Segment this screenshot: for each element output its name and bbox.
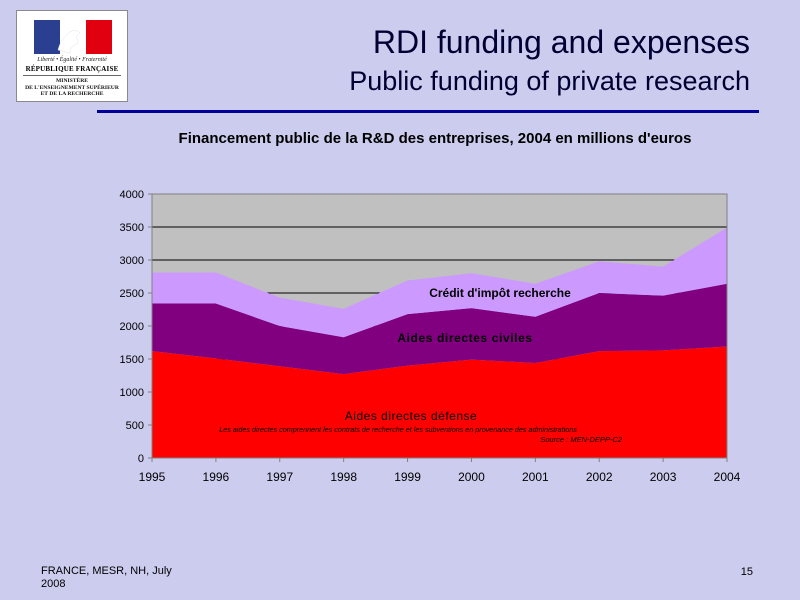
ministry-line-1: MINISTÈRE — [55, 78, 89, 84]
logo-ministry: MINISTÈRE DE L'ENSEIGNEMENT SUPÉRIEUR ET… — [19, 78, 125, 98]
slide-title: RDI funding and expenses — [372, 24, 750, 60]
footer-credit: FRANCE, MESR, NH, July 2008 — [41, 565, 172, 590]
x-tick-label: 2000 — [458, 470, 485, 484]
x-tick-label: 1996 — [203, 470, 230, 484]
y-tick-label: 0 — [138, 453, 144, 465]
area-series-1 — [152, 346, 727, 458]
x-tick-label: 2002 — [586, 470, 613, 484]
y-tick-label: 3500 — [120, 222, 144, 234]
chart-source: Source : MEN-DEPP-C2 — [540, 435, 623, 444]
title-divider — [97, 110, 759, 113]
y-tick-label: 4000 — [120, 189, 144, 201]
marianne-profile-icon — [57, 30, 81, 54]
logo-motto: Liberté • Égalité • Fraternité — [37, 57, 107, 63]
y-tick-label: 3000 — [120, 255, 144, 267]
y-tick-label: 1500 — [120, 354, 144, 366]
ministry-line-2: DE L'ENSEIGNEMENT SUPÉRIEUR — [25, 84, 119, 91]
x-tick-label: 2004 — [714, 470, 741, 484]
area-series-2 — [152, 283, 727, 375]
y-tick-label: 2000 — [120, 321, 144, 333]
ministry-logo: Liberté • Égalité • Fraternité RÉPUBLIQU… — [16, 10, 128, 102]
x-tick-label: 2001 — [522, 470, 549, 484]
page-number: 15 — [740, 566, 753, 578]
chart-title: Financement public de la R&D des entrepr… — [178, 130, 692, 147]
x-tick-label: 1999 — [394, 470, 421, 484]
x-tick-label: 1998 — [330, 470, 357, 484]
y-tick-label: 500 — [126, 420, 144, 432]
series-label-aides-defense: Aides directes défense — [345, 409, 477, 423]
area-series-3 — [152, 227, 727, 338]
series-label-aides-civiles: Aides directes civiles — [397, 331, 532, 345]
logo-divider — [23, 75, 121, 76]
logo-republique: RÉPUBLIQUE FRANÇAISE — [25, 65, 119, 73]
marianne-flag-icon — [34, 20, 112, 54]
x-tick-label: 1997 — [266, 470, 293, 484]
chart-note: Les aides directes comprennent les contr… — [219, 425, 577, 434]
flag-red-band — [86, 20, 112, 54]
ministry-line-3: ET DE LA RECHERCHE — [40, 91, 104, 98]
y-tick-label: 1000 — [120, 387, 144, 399]
x-tick-label: 2003 — [650, 470, 677, 484]
x-tick-label: 1995 — [139, 470, 166, 484]
series-label-credit-impot: Crédit d'impôt recherche — [429, 286, 571, 300]
flag-blue-band — [34, 20, 60, 54]
y-tick-label: 2500 — [120, 288, 144, 300]
slide-subtitle: Public funding of private research — [349, 66, 750, 96]
